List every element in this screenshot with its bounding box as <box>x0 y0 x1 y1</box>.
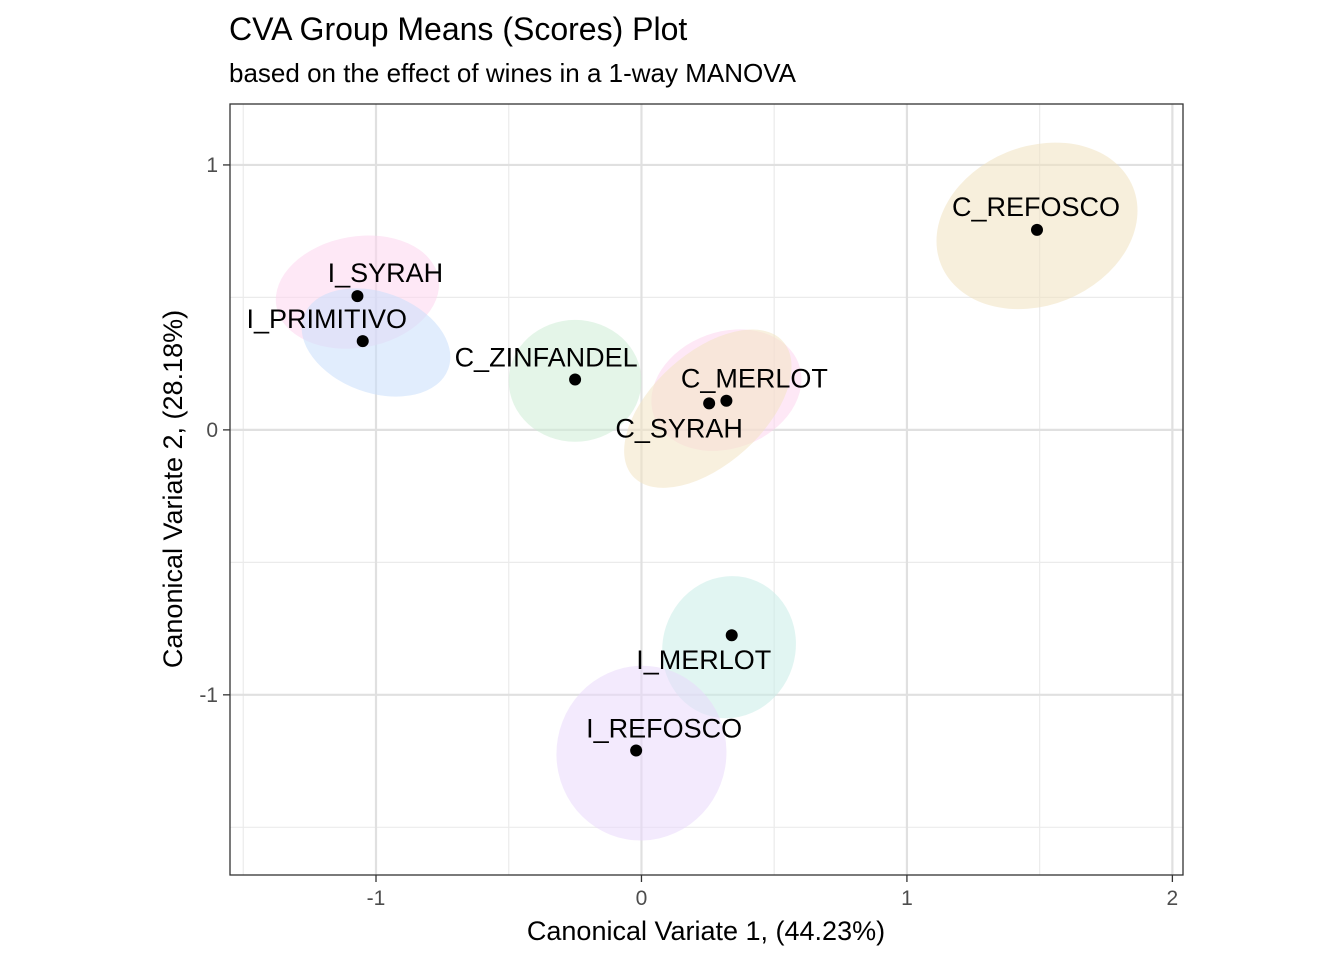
chart-title: CVA Group Means (Scores) Plot <box>229 11 687 47</box>
label-c-syrah: C_SYRAH <box>615 413 743 443</box>
label-i-primitivo: I_PRIMITIVO <box>246 304 407 334</box>
plot-panel-border <box>229 103 1184 876</box>
ellipse-i-primitivo <box>301 288 451 397</box>
y-axis-ticks: -1 0 1 <box>199 154 230 707</box>
x-axis-ticks: -1 0 1 2 <box>367 875 1179 910</box>
confidence-ellipses <box>275 142 1138 841</box>
y-axis-title: Canonical Variate 2, (28.18%) <box>158 310 188 668</box>
point-c-merlot <box>720 394 733 407</box>
point-i-refosco <box>630 744 643 757</box>
y-tick-label: 1 <box>206 154 218 177</box>
x-axis-title: Canonical Variate 1, (44.23%) <box>527 916 885 946</box>
x-tick-label: -1 <box>367 887 386 910</box>
x-tick-label: 2 <box>1167 887 1179 910</box>
y-tick-label: -1 <box>199 684 218 707</box>
label-c-refosco: C_REFOSCO <box>952 192 1120 222</box>
label-c-zinfandel: C_ZINFANDEL <box>455 343 638 373</box>
point-labels: C_REFOSCO I_SYRAH I_PRIMITIVO C_ZINFANDEL C_… <box>246 192 1120 744</box>
point-c-refosco <box>1030 223 1043 236</box>
chart-subtitle: based on the effect of wines in a 1-way … <box>229 58 797 88</box>
x-tick-label: 1 <box>901 887 913 910</box>
label-i-refosco: I_REFOSCO <box>586 713 742 743</box>
point-i-primitivo <box>356 335 369 348</box>
group-mean-points <box>351 223 1043 757</box>
point-c-syrah <box>703 397 716 410</box>
point-i-syrah <box>351 290 364 303</box>
y-tick-label: 0 <box>206 419 218 442</box>
x-tick-label: 0 <box>636 887 648 910</box>
point-i-merlot <box>725 629 738 642</box>
label-i-merlot: I_MERLOT <box>636 645 771 675</box>
ellipse-i-merlot <box>662 576 796 719</box>
label-i-syrah: I_SYRAH <box>328 258 444 288</box>
point-c-zinfandel <box>569 373 582 386</box>
label-c-merlot: C_MERLOT <box>681 364 828 394</box>
